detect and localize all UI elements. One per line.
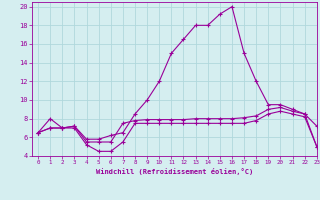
X-axis label: Windchill (Refroidissement éolien,°C): Windchill (Refroidissement éolien,°C) [96, 168, 253, 175]
